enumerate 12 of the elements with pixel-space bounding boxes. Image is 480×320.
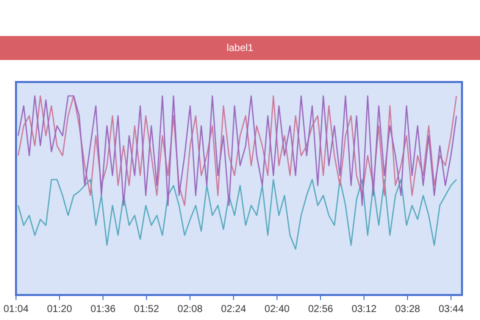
x-tick-label: 03:28 — [395, 304, 421, 315]
x-tick-label: 01:20 — [46, 304, 72, 315]
x-tick-label: 02:40 — [264, 304, 290, 315]
x-tick-label: 01:36 — [90, 304, 116, 315]
x-tick-label: 02:08 — [178, 304, 203, 315]
x-tick-label: 01:04 — [3, 304, 29, 315]
x-tick-label: 02:56 — [308, 304, 334, 315]
x-tick-label: 01:52 — [134, 304, 160, 315]
x-tick-label: 03:12 — [352, 304, 378, 315]
x-tick-label: 02:24 — [221, 304, 247, 315]
x-tick-label: 03:44 — [438, 304, 464, 315]
chart-title: label1 — [0, 36, 480, 60]
